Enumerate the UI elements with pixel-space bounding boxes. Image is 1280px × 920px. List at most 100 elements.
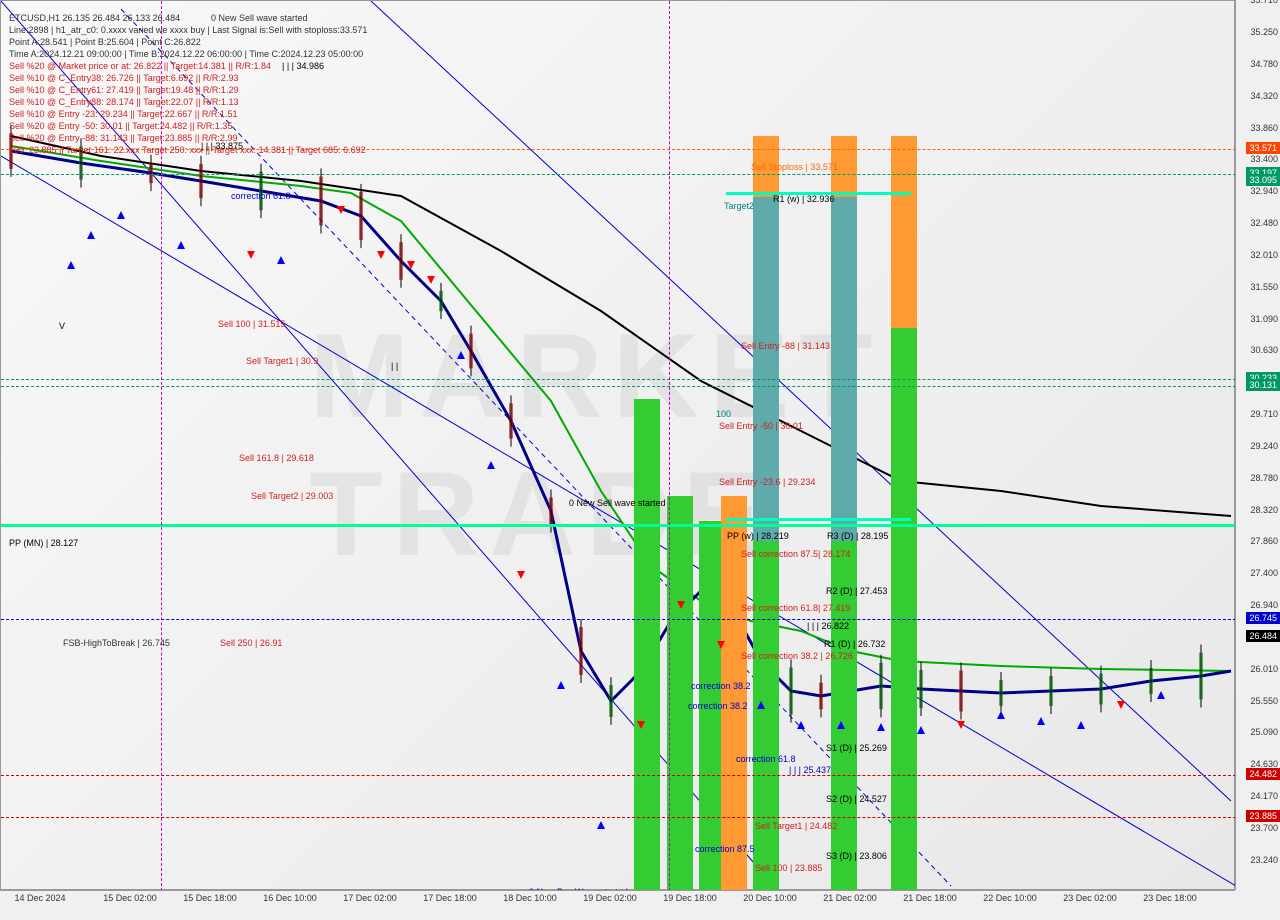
vline (669, 1, 670, 891)
y-tick: 27.860 (1250, 536, 1278, 546)
down-arrow-icon (407, 261, 415, 269)
chart-label: Sell 161.8 | 29.618 (239, 453, 314, 463)
chart-label: Sell correction 38.2 | 26.726 (741, 651, 853, 661)
info-line: Sell %10 @ C_Entry61: 27.419 || Target:1… (9, 85, 238, 95)
chart-label: correction 61.8 (736, 754, 796, 764)
x-tick: 15 Dec 02:00 (103, 893, 157, 903)
info-line: Sell %20 @ Market price or at: 26.822 ||… (9, 61, 271, 71)
chart-label: Sell correction 87.5| 28.174 (741, 549, 850, 559)
up-arrow-icon (1037, 717, 1045, 725)
x-tick: 21 Dec 02:00 (823, 893, 877, 903)
hline (1, 174, 1236, 175)
x-tick: 22 Dec 10:00 (983, 893, 1037, 903)
x-tick: 16 Dec 10:00 (263, 893, 317, 903)
chart-label: Sell Target1 | 30.9 (246, 356, 318, 366)
chart-label: Sell Entry -88 | 31.143 (741, 341, 830, 351)
up-arrow-icon (997, 711, 1005, 719)
x-tick: 17 Dec 18:00 (423, 893, 477, 903)
chart-label: PP (w) | 28.219 (727, 531, 789, 541)
y-tick: 28.320 (1250, 505, 1278, 515)
y-tick: 23.240 (1250, 855, 1278, 865)
down-arrow-icon (637, 721, 645, 729)
down-arrow-icon (957, 721, 965, 729)
y-tick: 25.550 (1250, 696, 1278, 706)
chart-label: R1 (w) | 32.936 (773, 194, 834, 204)
y-tick: 31.090 (1250, 314, 1278, 324)
down-arrow-icon (717, 641, 725, 649)
x-tick: 21 Dec 18:00 (903, 893, 957, 903)
up-arrow-icon (487, 461, 495, 469)
up-arrow-icon (67, 261, 75, 269)
y-tick: 33.400 (1250, 154, 1278, 164)
chart-label: Sell correction 61.8| 27.419 (741, 603, 850, 613)
x-tick: 19 Dec 18:00 (663, 893, 717, 903)
y-tick: 24.170 (1250, 791, 1278, 801)
info-line: 100: 23.885 || Target 161: 22.xxx Target… (9, 145, 366, 155)
chart-label: V (59, 321, 65, 331)
info-line: 0 New Sell wave started (211, 13, 308, 23)
x-tick: 20 Dec 10:00 (743, 893, 797, 903)
green-bar (667, 496, 693, 891)
x-tick: 15 Dec 18:00 (183, 893, 237, 903)
y-marker: 23.885 (1246, 810, 1280, 822)
hline (1, 386, 1236, 387)
chart-label: Sell 100 | 23.885 (755, 863, 822, 873)
orange-bar (891, 136, 917, 328)
chart-label: | | (391, 361, 398, 371)
info-line: Sell %10 @ C_Entry88: 28.174 || Target:2… (9, 97, 238, 107)
y-tick: 27.400 (1250, 568, 1278, 578)
y-tick: 28.780 (1250, 473, 1278, 483)
info-line: Sell %10 @ C_Entry38: 26.726 || Target:6… (9, 73, 238, 83)
y-axis: 35.71035.25034.78034.32033.86033.40032.9… (1235, 0, 1280, 890)
y-marker: 33.095 (1246, 174, 1280, 186)
y-tick: 23.700 (1250, 823, 1278, 833)
y-tick: 34.320 (1250, 91, 1278, 101)
teal-bar (831, 197, 857, 541)
chart-label: correction 38.2 (688, 701, 748, 711)
hline (1, 379, 1236, 380)
y-tick: 29.240 (1250, 441, 1278, 451)
y-marker: 33.571 (1246, 142, 1280, 154)
info-line: Sell %20 @ Entry -50: 30.01 || Target:24… (9, 121, 232, 131)
hline (1, 817, 1236, 818)
green-bar (891, 328, 917, 891)
chart-label: Sell Stoploss | 33.571 (751, 162, 838, 172)
teal-bar (753, 197, 779, 541)
chart-label: S1 (D) | 25.269 (826, 743, 887, 753)
chart-label: R3 (D) | 28.195 (827, 531, 888, 541)
y-tick: 30.630 (1250, 345, 1278, 355)
chart-label: correction 38.2 (691, 681, 751, 691)
y-tick: 33.860 (1250, 123, 1278, 133)
up-arrow-icon (757, 701, 765, 709)
chart-label: Sell Entry -50 | 30.01 (719, 421, 803, 431)
chart-label: R1 (D) | 26.732 (824, 639, 885, 649)
down-arrow-icon (1117, 701, 1125, 709)
y-tick: 29.710 (1250, 409, 1278, 419)
chart-label: correction 61.8 (231, 191, 291, 201)
up-arrow-icon (557, 681, 565, 689)
chart-area[interactable]: MARKET TRADE ETCUSD,H1 26.135 26.484 26.… (0, 0, 1235, 890)
info-line: ETCUSD,H1 26.135 26.484 26.133 26.484 (9, 13, 180, 23)
down-arrow-icon (337, 206, 345, 214)
y-tick: 26.010 (1250, 664, 1278, 674)
x-tick: 18 Dec 10:00 (503, 893, 557, 903)
x-axis: 14 Dec 202415 Dec 02:0015 Dec 18:0016 De… (0, 890, 1235, 920)
y-marker: 26.745 (1246, 612, 1280, 624)
up-arrow-icon (177, 241, 185, 249)
y-tick: 32.480 (1250, 218, 1278, 228)
x-tick: 19 Dec 02:00 (583, 893, 637, 903)
hline (1, 775, 1236, 776)
chart-label: Sell 100 | 31.515 (218, 319, 285, 329)
up-arrow-icon (87, 231, 95, 239)
chart-label: Target2 (724, 201, 754, 211)
y-tick: 25.090 (1250, 727, 1278, 737)
x-tick: 23 Dec 18:00 (1143, 893, 1197, 903)
y-tick: 31.550 (1250, 282, 1278, 292)
info-line: Line:2898 | h1_atr_c0: 0.xxxx varied we … (9, 25, 367, 35)
chart-label: 100 (716, 409, 731, 419)
chart-label: | | | 26.822 (807, 621, 849, 631)
level-line (726, 518, 911, 521)
up-arrow-icon (917, 726, 925, 734)
info-line: Sell %10 @ Entry -23: 29.234 || Target:2… (9, 109, 237, 119)
chart-label: PP (MN) | 28.127 (9, 538, 78, 548)
